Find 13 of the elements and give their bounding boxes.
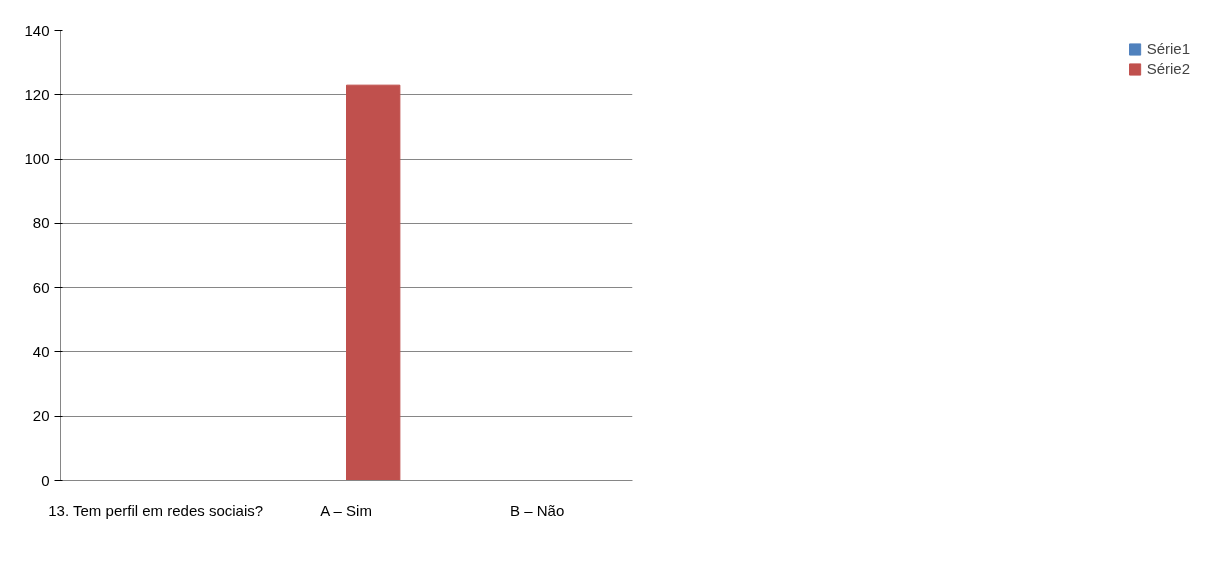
y-tick-label: 60 — [32, 278, 50, 296]
y-tick-label: 120 — [24, 85, 50, 103]
y-tick-label: 0 — [41, 471, 50, 489]
x-tick-label: 13. Tem perfil em redes sociais? — [48, 501, 264, 519]
y-tick-label: 100 — [24, 150, 50, 168]
x-tick-label: B – Não — [510, 501, 565, 519]
legend-label: Série1 — [1146, 40, 1190, 57]
y-tick-label: 40 — [32, 342, 50, 360]
x-tick-label: A – Sim — [320, 501, 372, 519]
y-tick-label: 80 — [32, 214, 50, 232]
y-tick-label: 140 — [24, 21, 50, 39]
y-tick-label: 20 — [32, 407, 50, 425]
legend-label: Série2 — [1146, 60, 1190, 77]
